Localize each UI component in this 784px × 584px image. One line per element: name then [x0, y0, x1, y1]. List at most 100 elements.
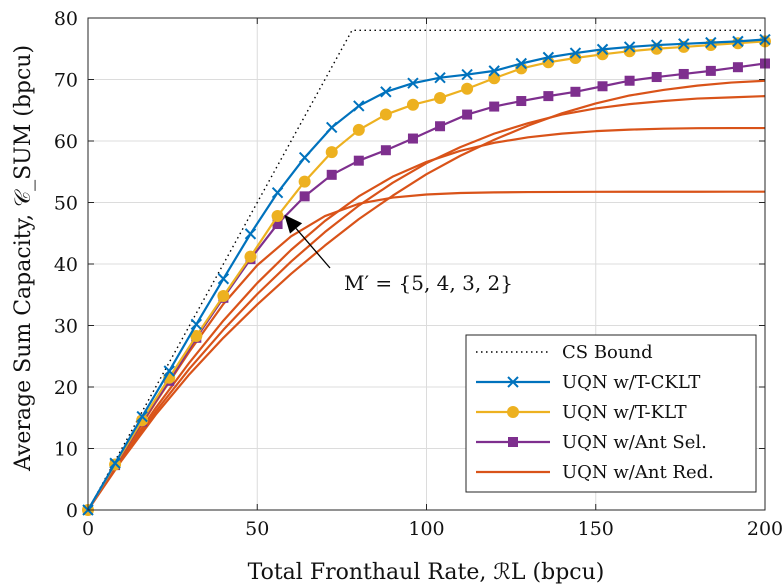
legend-entry: UQN w/Ant Red. — [476, 462, 714, 483]
data-point — [569, 47, 582, 59]
data-point — [732, 35, 744, 48]
data-point — [731, 37, 744, 50]
data-point — [163, 365, 175, 377]
data-point — [516, 96, 527, 107]
data-point — [326, 169, 337, 180]
series-1 — [82, 33, 771, 516]
data-point — [109, 457, 121, 469]
data-point — [543, 91, 554, 102]
data-point — [325, 146, 338, 159]
data-point — [705, 65, 716, 76]
data-point — [678, 38, 690, 50]
data-point — [299, 191, 310, 202]
x-tick-label: 200 — [747, 518, 783, 540]
legend-label: UQN w/Ant Sel. — [562, 432, 707, 453]
data-point — [298, 175, 311, 188]
data-point — [407, 77, 419, 89]
series-7 — [87, 79, 766, 511]
series-6 — [87, 95, 766, 511]
y-tick-label: 10 — [54, 439, 78, 461]
data-point — [461, 82, 474, 95]
data-point — [515, 57, 527, 70]
series-line — [87, 95, 766, 511]
data-point — [435, 121, 446, 132]
data-point — [596, 43, 609, 56]
legend-label: UQN w/T-CKLT — [562, 372, 700, 393]
data-point — [705, 36, 717, 49]
data-point — [353, 155, 364, 166]
y-tick-label: 40 — [54, 254, 78, 276]
legend-swatch-marker — [508, 437, 518, 447]
data-point — [732, 62, 743, 73]
data-point — [623, 41, 636, 53]
data-point — [217, 289, 230, 302]
data-point — [379, 108, 392, 121]
data-point — [271, 210, 284, 223]
x-tick-label: 150 — [578, 518, 614, 540]
legend-label: UQN w/Ant Red. — [562, 462, 714, 483]
data-point — [488, 65, 500, 77]
y-tick-label: 80 — [54, 8, 78, 30]
y-tick-label: 50 — [54, 193, 78, 215]
data-point — [406, 98, 419, 111]
axis-ticks: 0 50 100 150 200 0 10 20 30 40 50 60 70 80 — [54, 8, 783, 540]
data-point — [624, 75, 635, 86]
x-tick-label: 0 — [82, 518, 94, 540]
legend-label: UQN w/T-KLT — [562, 402, 687, 423]
legend-entry: CS Bound — [476, 342, 653, 363]
legend-label: CS Bound — [562, 342, 653, 363]
annotation-arrow-line — [295, 228, 331, 269]
data-point — [326, 121, 338, 134]
data-point — [650, 39, 663, 51]
data-point — [271, 186, 284, 199]
data-point — [542, 51, 555, 64]
data-point — [651, 72, 662, 83]
x-tick-label: 100 — [408, 518, 444, 540]
series-line — [87, 38, 766, 511]
data-point — [190, 329, 203, 342]
data-point — [298, 151, 311, 164]
data-point — [272, 219, 283, 230]
data-point — [462, 109, 473, 120]
x-axis-label: Total Fronthaul Rate, ℛL (bpcu) — [248, 560, 605, 584]
data-point — [407, 133, 418, 144]
data-point — [570, 86, 581, 97]
data-point — [136, 410, 148, 423]
legend-entry: UQN w/T-KLT — [476, 402, 687, 423]
y-tick-label: 30 — [54, 316, 78, 338]
series-line — [87, 126, 765, 511]
annotation-text: M′ = {5, 4, 3, 2} — [344, 271, 513, 295]
y-tick-label: 60 — [54, 131, 78, 153]
data-point — [678, 68, 689, 79]
y-tick-label: 20 — [54, 377, 78, 399]
x-tick-label: 50 — [245, 518, 269, 540]
legend: CS Bound UQN w/T-CKLT UQN w/T-KLT UQN w/Ant… — [465, 334, 757, 493]
y-axis-label: Average Sum Capacity, 𝒞_SUM (bpcu) — [11, 45, 36, 472]
legend-swatch-marker — [507, 376, 519, 388]
data-point — [380, 86, 392, 98]
data-point — [244, 250, 257, 263]
data-point — [434, 91, 447, 104]
legend-entry: UQN w/T-CKLT — [476, 372, 700, 393]
annotation-arrow-head — [284, 214, 303, 234]
data-point — [217, 273, 230, 285]
y-tick-label: 0 — [66, 500, 78, 522]
data-point — [597, 81, 608, 92]
series-layer — [82, 29, 771, 516]
data-point — [489, 101, 500, 112]
data-point — [461, 68, 473, 81]
data-point — [190, 318, 203, 330]
legend-entry: UQN w/Ant Sel. — [476, 432, 707, 453]
data-point — [380, 145, 391, 156]
series-line — [87, 79, 766, 511]
y-tick-label: 70 — [54, 70, 78, 92]
legend-swatch-marker — [507, 406, 519, 418]
data-point — [704, 39, 717, 52]
data-point — [353, 100, 365, 112]
annotation: M′ = {5, 4, 3, 2} — [284, 214, 513, 295]
data-point — [244, 228, 257, 240]
data-point — [434, 71, 446, 84]
data-point — [352, 123, 365, 136]
series-5 — [87, 126, 765, 511]
